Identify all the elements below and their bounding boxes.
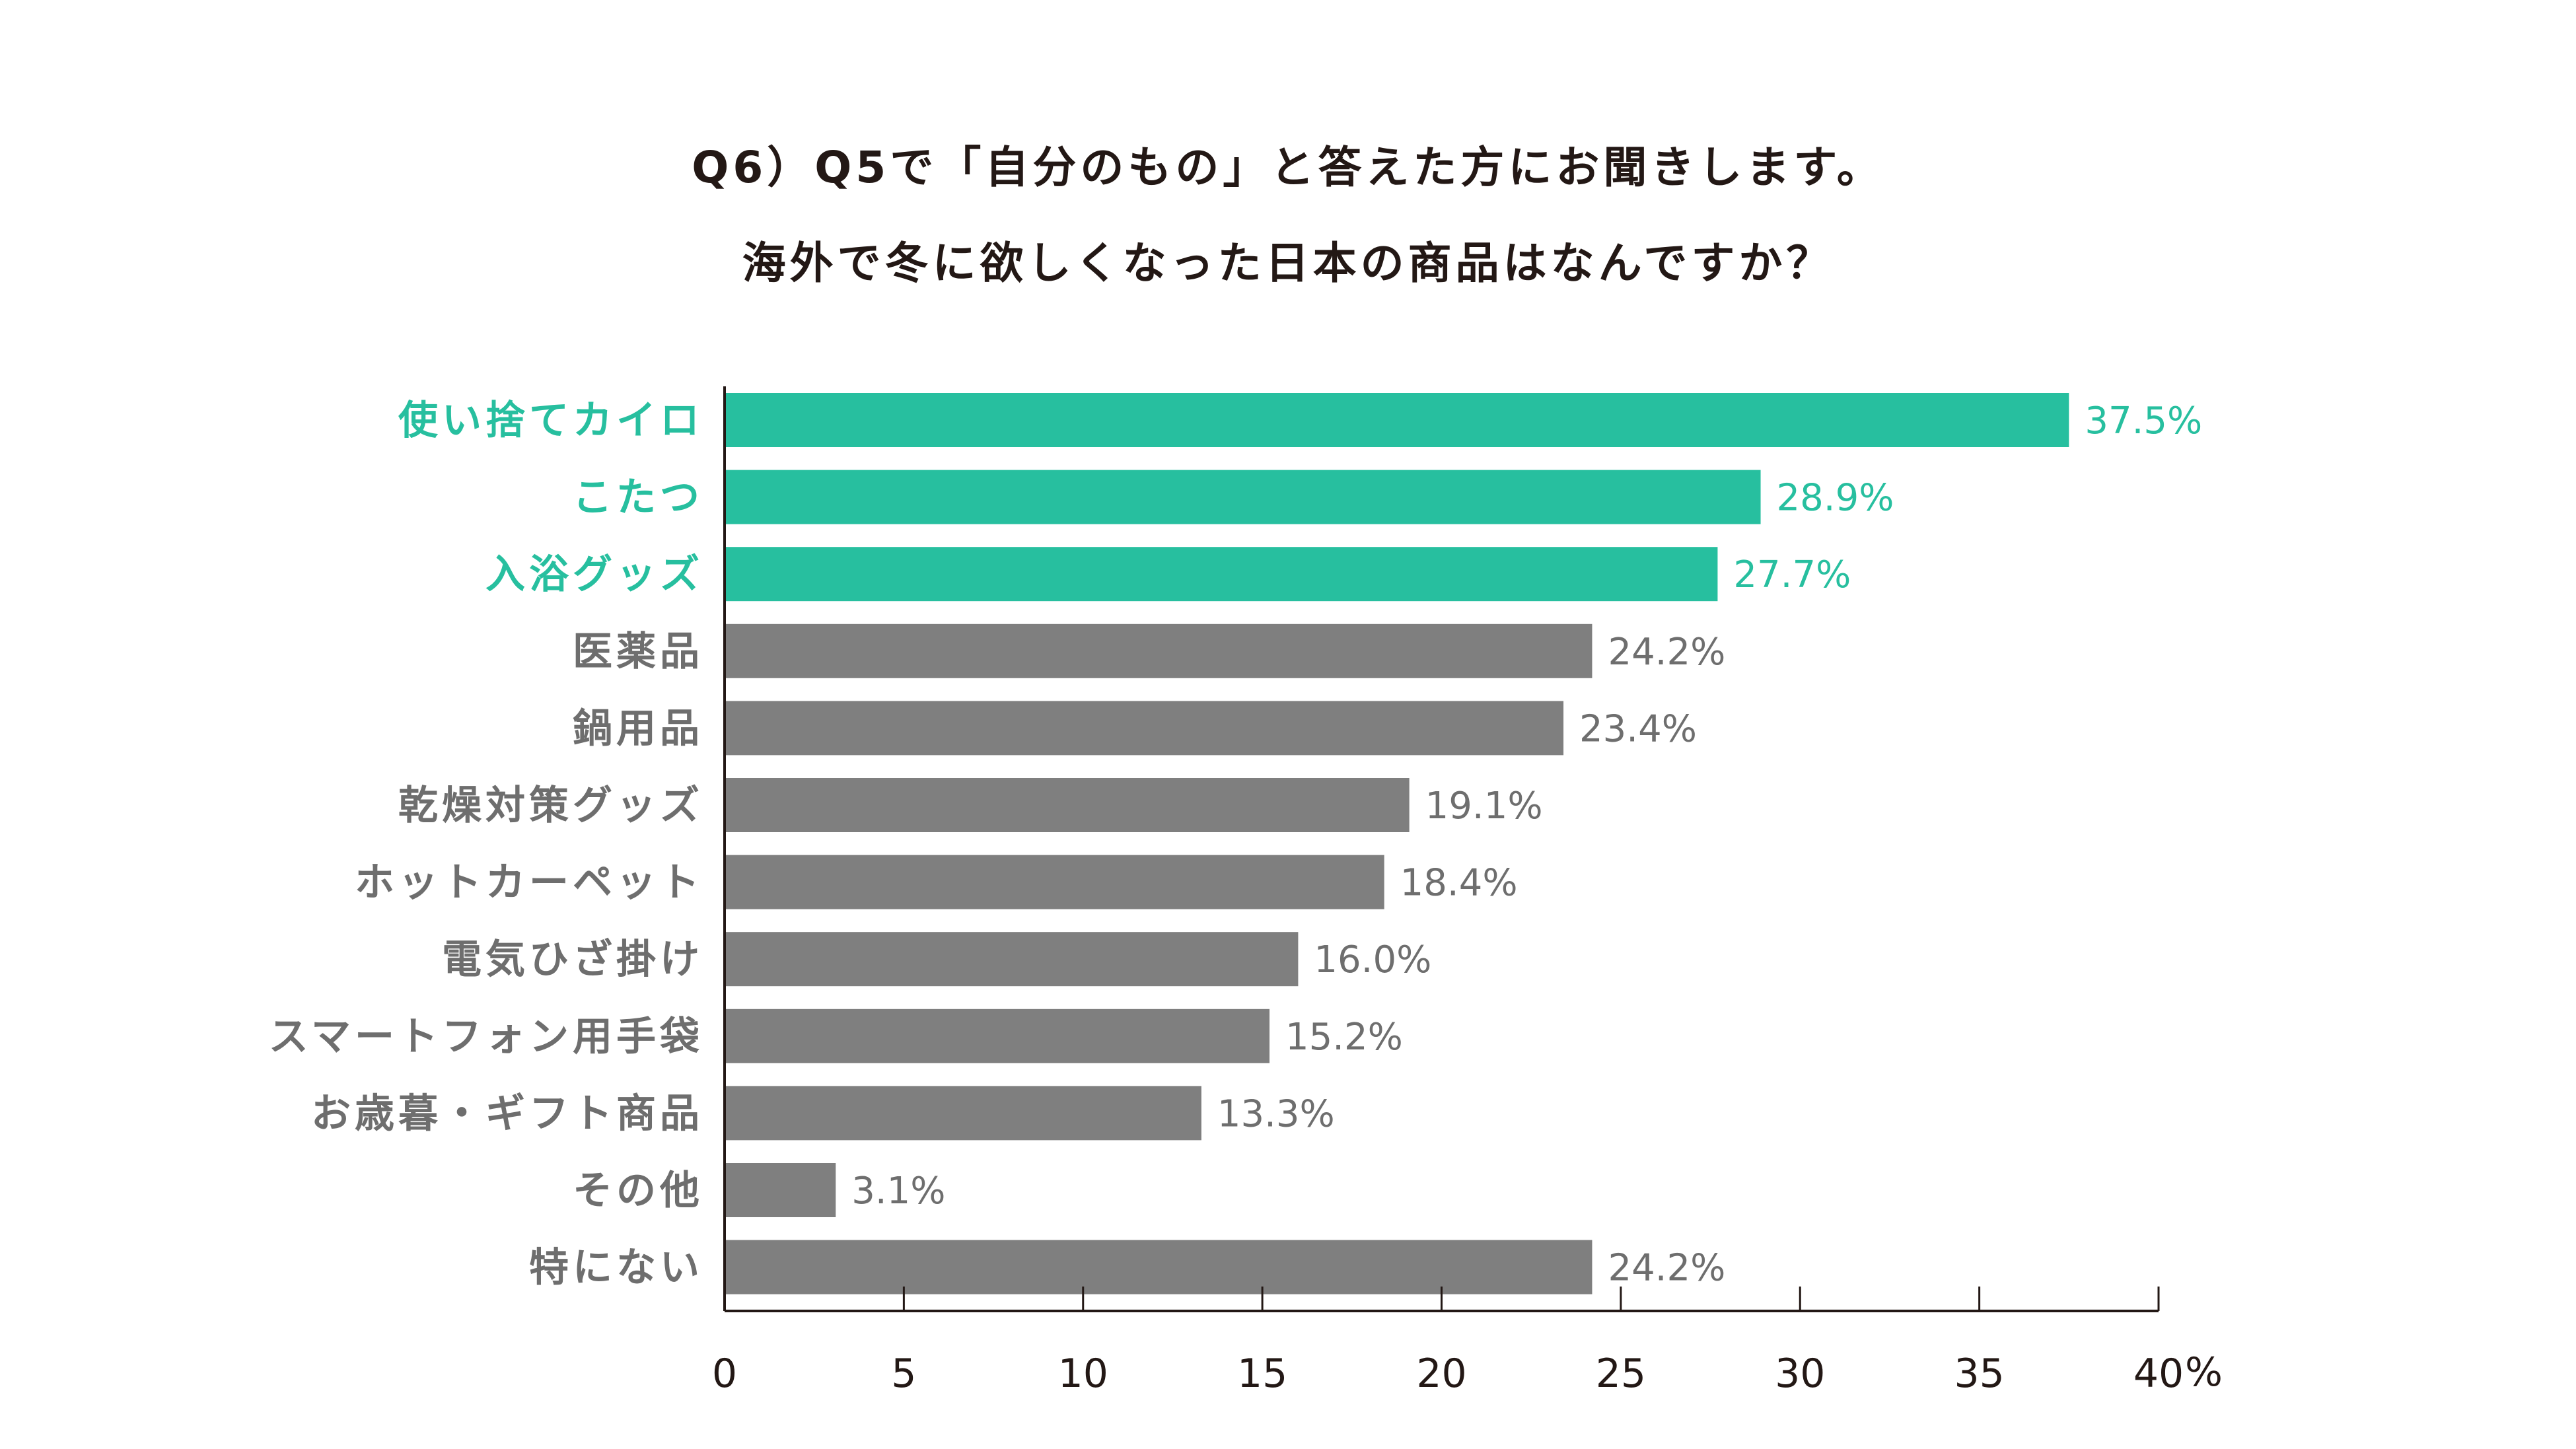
bar-11	[725, 1163, 836, 1217]
x-tick-label-35: 35	[1954, 1351, 2004, 1397]
bar-10	[725, 1086, 1201, 1141]
category-label-6: 乾燥対策グッズ	[398, 783, 703, 829]
value-label-1: 37.5%	[2085, 400, 2202, 442]
bar-12	[725, 1240, 1592, 1294]
category-label-9: スマートフォン用手袋	[269, 1014, 703, 1060]
value-label-7: 18.4%	[1400, 862, 1518, 905]
category-label-1: 使い捨てカイロ	[398, 398, 703, 444]
category-label-2: こたつ	[573, 475, 703, 521]
chart-title-line-1: Q6）Q5で「自分のもの」と答えた方にお聞きします。	[692, 142, 1884, 193]
category-label-5: 鍋用品	[573, 705, 703, 752]
category-label-12: 特にない	[529, 1245, 703, 1291]
x-axis-unit-label: %	[2185, 1349, 2223, 1396]
x-tick-label-5: 5	[891, 1351, 916, 1397]
value-label-2: 28.9%	[1777, 477, 1894, 520]
bar-3	[725, 547, 1718, 602]
value-label-8: 16.0%	[1314, 938, 1431, 981]
category-label-7: ホットカーペット	[355, 860, 703, 906]
value-label-5: 23.4%	[1579, 707, 1697, 750]
bars-group: 使い捨てカイロ 37.5% こたつ 28.9% 入浴グッズ 27.7% 医薬品 24.2% 鍋用…	[269, 393, 2202, 1294]
value-label-9: 15.2%	[1285, 1016, 1403, 1059]
value-label-12: 24.2%	[1608, 1247, 1725, 1290]
bar-4	[725, 623, 1592, 678]
category-label-8: 電気ひざ掛け	[442, 937, 703, 983]
bar-2	[725, 470, 1761, 524]
value-label-11: 3.1%	[851, 1170, 945, 1213]
x-tick-label-30: 30	[1775, 1351, 1825, 1397]
x-axis: 0 5 10 15 20 25 30 35 40%	[712, 386, 2223, 1397]
x-tick-label-20: 20	[1416, 1351, 1466, 1397]
category-label-4: 医薬品	[573, 629, 703, 675]
value-label-3: 27.7%	[1733, 553, 1851, 596]
x-tick-label-0: 0	[712, 1351, 737, 1397]
category-label-10: お歳暮・ギフト商品	[311, 1090, 703, 1137]
chart-title-line-2: 海外で冬に欲しくなった日本の商品はなんですか？	[742, 238, 1834, 289]
x-tick-label-40: 40	[2133, 1351, 2184, 1397]
x-tick-label-10: 10	[1058, 1351, 1108, 1397]
bar-8	[725, 932, 1299, 987]
bar-1	[725, 393, 2069, 447]
bar-5	[725, 701, 1564, 756]
bar-7	[725, 855, 1384, 909]
bar-9	[725, 1008, 1270, 1063]
category-label-11: その他	[573, 1168, 703, 1214]
x-tick-label-25: 25	[1596, 1351, 1646, 1397]
category-label-3: 入浴グッズ	[485, 551, 703, 598]
bar-6	[725, 778, 1410, 832]
value-label-4: 24.2%	[1608, 631, 1725, 674]
value-label-6: 19.1%	[1425, 785, 1543, 828]
value-label-10: 13.3%	[1217, 1092, 1335, 1135]
x-tick-label-15: 15	[1237, 1351, 1287, 1397]
